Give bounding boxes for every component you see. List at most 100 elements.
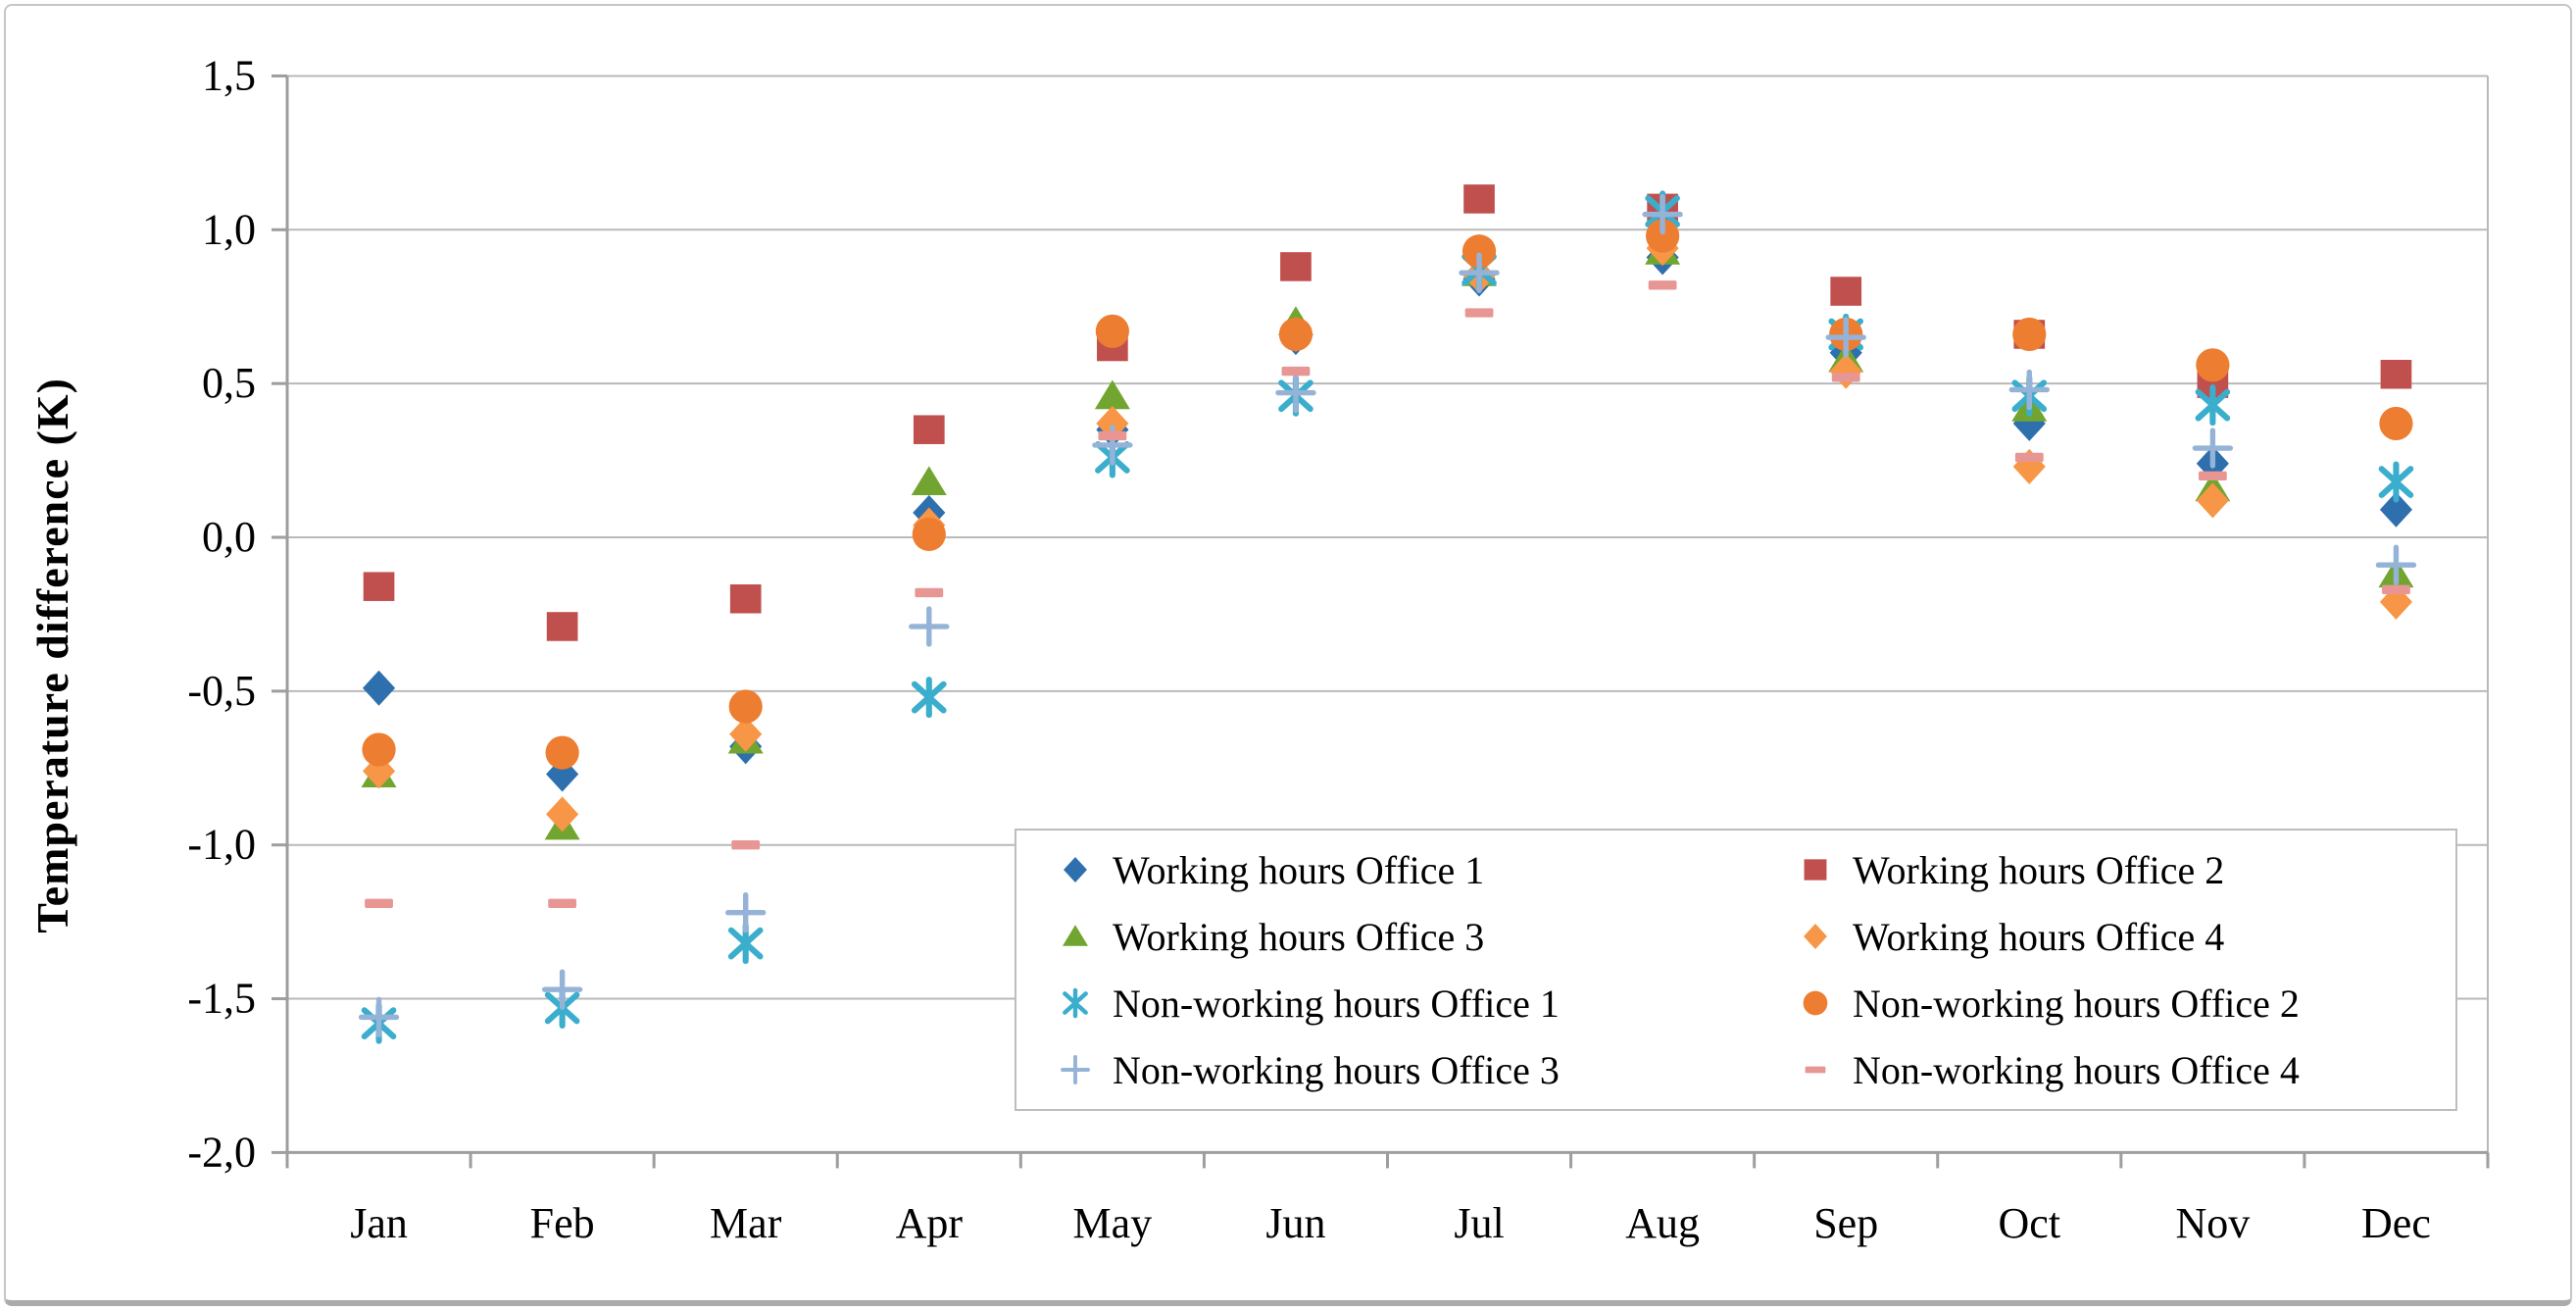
data-marker-plus — [2008, 369, 2050, 411]
data-marker-square — [1280, 252, 1312, 281]
data-marker-circle — [545, 735, 579, 770]
y-tick-label: 0,5 — [202, 359, 256, 407]
data-marker-square — [1830, 277, 1862, 306]
data-point — [2192, 428, 2234, 469]
data-point — [1463, 184, 1495, 214]
legend-label: Non-working hours Office 2 — [1853, 981, 2300, 1026]
data-marker-circle — [1461, 234, 1497, 269]
series-2 — [363, 184, 2412, 641]
y-tick-label: -1,0 — [187, 821, 256, 869]
y-axis-title: Temperature difference (K) — [18, 0, 86, 1310]
data-marker-plus — [541, 969, 583, 1010]
data-marker-dash — [365, 898, 393, 908]
data-marker-asterisk — [911, 677, 947, 719]
data-point — [362, 670, 396, 706]
data-marker-triangle — [911, 466, 947, 496]
x-category-label: Feb — [530, 1199, 595, 1247]
legend-item: Non-working hours Office 3 — [1056, 1047, 1796, 1093]
data-marker-dash — [2382, 584, 2410, 595]
data-point — [2014, 452, 2044, 463]
data-marker-diamond — [362, 670, 396, 706]
legend-label: Non-working hours Office 4 — [1853, 1047, 2300, 1092]
data-point — [2378, 461, 2414, 503]
data-marker-circle — [1095, 314, 1129, 348]
data-point — [2379, 491, 2413, 528]
data-point — [2380, 359, 2412, 389]
y-axis-title-text: Temperature difference (K) — [26, 377, 77, 933]
legend-item: Non-working hours Office 2 — [1796, 981, 2455, 1027]
data-point — [2196, 482, 2229, 519]
x-category-label: Aug — [1625, 1199, 1700, 1247]
data-point — [358, 996, 400, 1038]
data-marker-diamond — [2379, 491, 2413, 528]
y-tick-label: -0,5 — [187, 667, 256, 715]
data-point — [2008, 369, 2050, 411]
legend-label: Working hours Office 2 — [1853, 847, 2225, 892]
data-point — [2382, 584, 2410, 595]
x-category-label: Apr — [896, 1199, 964, 1247]
data-marker-triangle — [1063, 925, 1088, 946]
data-marker-dash — [548, 898, 577, 908]
data-point — [728, 689, 763, 724]
data-marker-circle — [362, 732, 396, 767]
series-1 — [362, 239, 2413, 792]
data-marker-circle — [2012, 317, 2047, 352]
series-6 — [362, 219, 2413, 770]
legend-label: Working hours Office 1 — [1113, 847, 1485, 892]
data-point — [546, 612, 578, 641]
data-marker-plus — [725, 892, 767, 933]
dash-legend-marker-icon — [1805, 1066, 1826, 1074]
data-point — [1094, 379, 1130, 410]
data-point — [1098, 430, 1127, 441]
data-marker-dash — [915, 587, 944, 598]
data-marker-circle — [1803, 990, 1828, 1016]
data-marker-plus — [909, 606, 950, 647]
data-marker-diamond — [546, 796, 579, 832]
chart-legend: Working hours Office 1 Working hours Offi… — [1015, 829, 2457, 1111]
data-point — [1281, 366, 1311, 377]
data-marker-plus — [358, 996, 400, 1038]
data-point — [909, 606, 950, 647]
data-point — [1642, 193, 1683, 235]
data-marker-plus — [1061, 1055, 1090, 1084]
data-marker-asterisk — [2378, 461, 2414, 503]
data-marker-plus — [1642, 193, 1683, 235]
legend-label: Non-working hours Office 1 — [1113, 981, 1560, 1026]
data-marker-dash — [1648, 280, 1677, 290]
data-marker-triangle — [1094, 379, 1130, 410]
square-legend-marker-icon — [1804, 859, 1827, 881]
data-point — [729, 583, 762, 614]
data-point — [1825, 317, 1866, 358]
data-point — [1278, 317, 1313, 352]
data-point — [1464, 308, 1494, 318]
data-marker-circle — [2379, 406, 2413, 441]
data-marker-square — [546, 612, 578, 641]
data-marker-plus — [1825, 317, 1866, 358]
data-marker-circle — [1646, 219, 1680, 253]
data-point — [365, 898, 393, 908]
data-marker-dash — [1805, 1066, 1826, 1074]
x-category-label: Jun — [1265, 1199, 1325, 1247]
data-point — [545, 735, 579, 770]
data-point — [541, 969, 583, 1010]
x-category-label: Mar — [710, 1199, 782, 1247]
triangle-legend-marker-icon — [1063, 925, 1088, 946]
data-point — [1830, 277, 1862, 306]
data-point — [2379, 406, 2413, 441]
data-marker-square — [913, 415, 945, 444]
data-point — [548, 898, 577, 908]
x-category-label: Jul — [1454, 1199, 1504, 1247]
series-8 — [365, 280, 2410, 908]
x-category-label: Dec — [2361, 1199, 2431, 1247]
data-marker-circle — [1278, 317, 1313, 352]
legend-item: Working hours Office 1 — [1056, 847, 1796, 893]
diamond-legend-marker-icon — [1804, 924, 1827, 949]
circle-legend-marker-icon — [1803, 990, 1828, 1016]
data-point — [915, 587, 944, 598]
legend-label: Working hours Office 3 — [1113, 914, 1485, 959]
data-point — [731, 840, 761, 850]
legend-item: Working hours Office 2 — [1796, 847, 2455, 893]
data-marker-asterisk — [1063, 987, 1088, 1019]
plus-legend-marker-icon — [1061, 1055, 1090, 1084]
data-marker-circle — [912, 517, 946, 551]
